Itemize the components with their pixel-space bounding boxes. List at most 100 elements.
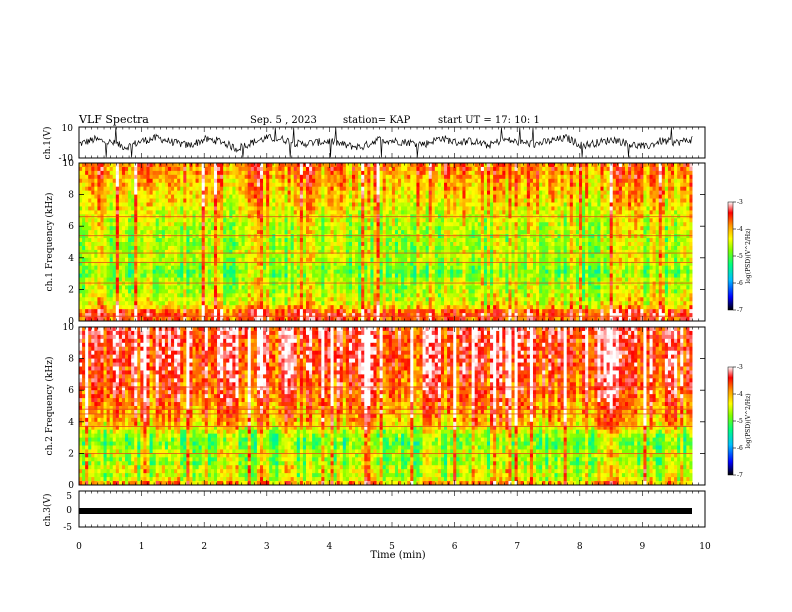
spectrogram-cell bbox=[631, 202, 635, 207]
spectrogram-cell bbox=[517, 234, 522, 239]
spectrogram-cell bbox=[100, 218, 104, 223]
spectrogram-cell bbox=[686, 245, 690, 251]
spectrogram-cell bbox=[615, 226, 620, 231]
spectrogram-cell bbox=[683, 230, 687, 235]
spectrogram-cell bbox=[213, 178, 218, 184]
spectrogram-cell bbox=[253, 190, 258, 195]
spectrogram-cell bbox=[637, 234, 641, 239]
spectrogram-cell bbox=[299, 253, 304, 259]
spectrogram-cell bbox=[585, 253, 589, 259]
spectrogram-cell bbox=[468, 230, 473, 235]
spectrogram-cell bbox=[223, 218, 227, 223]
spectrogram-cell bbox=[388, 190, 393, 195]
spectrogram-cell bbox=[529, 210, 534, 215]
spectrogram-cell bbox=[158, 242, 163, 247]
spectrogram-cell bbox=[615, 210, 620, 215]
spectrogram-cell bbox=[284, 234, 288, 239]
spectrogram-cell bbox=[569, 198, 574, 203]
spectrogram-cell bbox=[309, 166, 313, 172]
spectrogram-cell bbox=[526, 198, 531, 203]
spectrogram-cell bbox=[278, 170, 282, 176]
spectrogram-cell bbox=[299, 170, 304, 176]
spectrogram-cell bbox=[321, 226, 325, 231]
spectrogram-cell bbox=[591, 206, 595, 211]
spectrogram-cell bbox=[256, 198, 261, 203]
spectrogram-cell bbox=[585, 170, 589, 176]
spectrogram-cell bbox=[603, 186, 607, 192]
spectrogram-cell bbox=[437, 257, 442, 263]
spectrogram-cell bbox=[667, 218, 672, 223]
spectrogram-cell bbox=[658, 190, 663, 195]
spectrogram-cell bbox=[376, 198, 381, 203]
spectrogram-cell bbox=[548, 222, 552, 227]
spectrogram-cell bbox=[606, 210, 611, 215]
spectrogram-cell bbox=[213, 257, 218, 263]
spectrogram-cell bbox=[637, 190, 641, 195]
spectrogram-cell bbox=[336, 194, 341, 199]
spectrogram-cell bbox=[477, 170, 482, 176]
spectrogram-cell bbox=[370, 222, 374, 227]
spectrogram-cell bbox=[302, 178, 307, 184]
spectrogram-cell bbox=[520, 226, 525, 231]
spectrogram-cell bbox=[315, 202, 319, 207]
spectrogram-cell bbox=[137, 198, 141, 203]
spectrogram-cell bbox=[315, 170, 319, 176]
spectrogram-cell bbox=[238, 257, 242, 263]
spectrogram-cell bbox=[468, 163, 473, 168]
spectrogram-cell bbox=[401, 238, 405, 243]
spectrogram-cell bbox=[299, 222, 304, 227]
spectrogram-cell bbox=[382, 182, 387, 188]
spectrogram-cell bbox=[109, 170, 114, 176]
spectrogram-cell bbox=[376, 242, 381, 247]
spectrogram-cell bbox=[183, 174, 187, 180]
spectrogram-cell bbox=[517, 218, 522, 223]
spectrogram-cell bbox=[621, 166, 626, 172]
spectrogram-cell bbox=[183, 249, 187, 255]
spectrogram-cell bbox=[551, 253, 555, 259]
spectrogram-cell bbox=[394, 249, 399, 255]
spectrogram-cell bbox=[462, 226, 466, 231]
spectrogram-cell bbox=[575, 253, 580, 259]
spectrogram-cell bbox=[253, 202, 258, 207]
spectrogram-cell bbox=[315, 178, 319, 184]
spectrogram-cell bbox=[462, 249, 466, 255]
spectrogram-cell bbox=[293, 182, 298, 188]
spectrogram-cell bbox=[235, 190, 239, 195]
spectrogram-cell bbox=[278, 245, 282, 251]
spectrogram-cell bbox=[689, 253, 693, 259]
spectrogram-cell bbox=[634, 170, 638, 176]
spectrogram-cell bbox=[103, 190, 108, 195]
spectrogram-cell bbox=[186, 182, 190, 188]
spectrogram-cell bbox=[640, 198, 644, 203]
spectrogram-cell bbox=[631, 190, 635, 195]
spectrogram-cell bbox=[263, 226, 267, 231]
spectrogram-cell bbox=[683, 210, 687, 215]
spectrogram-cell bbox=[523, 226, 528, 231]
spectrogram-cell bbox=[250, 206, 255, 211]
spectrogram-cell bbox=[615, 174, 620, 180]
spectrogram-cell bbox=[293, 218, 298, 223]
spectrogram-cell bbox=[615, 166, 620, 172]
spectrogram-cell bbox=[621, 253, 626, 259]
spectrogram-cell bbox=[618, 190, 623, 195]
spectrogram-cell bbox=[161, 242, 166, 247]
spectrogram-cell bbox=[103, 202, 108, 207]
spectrogram-cell bbox=[480, 163, 485, 168]
spectrogram-cell bbox=[330, 230, 334, 235]
spectrogram-cell bbox=[94, 202, 98, 207]
spectrogram-cell bbox=[109, 194, 114, 199]
spectrogram-cell bbox=[453, 166, 457, 172]
spectrogram-cell bbox=[287, 249, 292, 255]
spectrogram-cell bbox=[164, 230, 169, 235]
spectrogram-cell bbox=[628, 190, 632, 195]
spectrogram-cell bbox=[431, 245, 436, 251]
spectrogram-cell bbox=[250, 234, 255, 239]
spectrogram-cell bbox=[385, 234, 390, 239]
spectrogram-cell bbox=[106, 206, 111, 211]
spectrogram-cell bbox=[287, 163, 292, 168]
spectrogram-cell bbox=[355, 222, 359, 227]
spectrogram-cell bbox=[229, 234, 233, 239]
spectrogram-cell bbox=[223, 174, 227, 180]
spectrogram-cell bbox=[259, 206, 264, 211]
spectrogram-cell bbox=[502, 253, 506, 259]
